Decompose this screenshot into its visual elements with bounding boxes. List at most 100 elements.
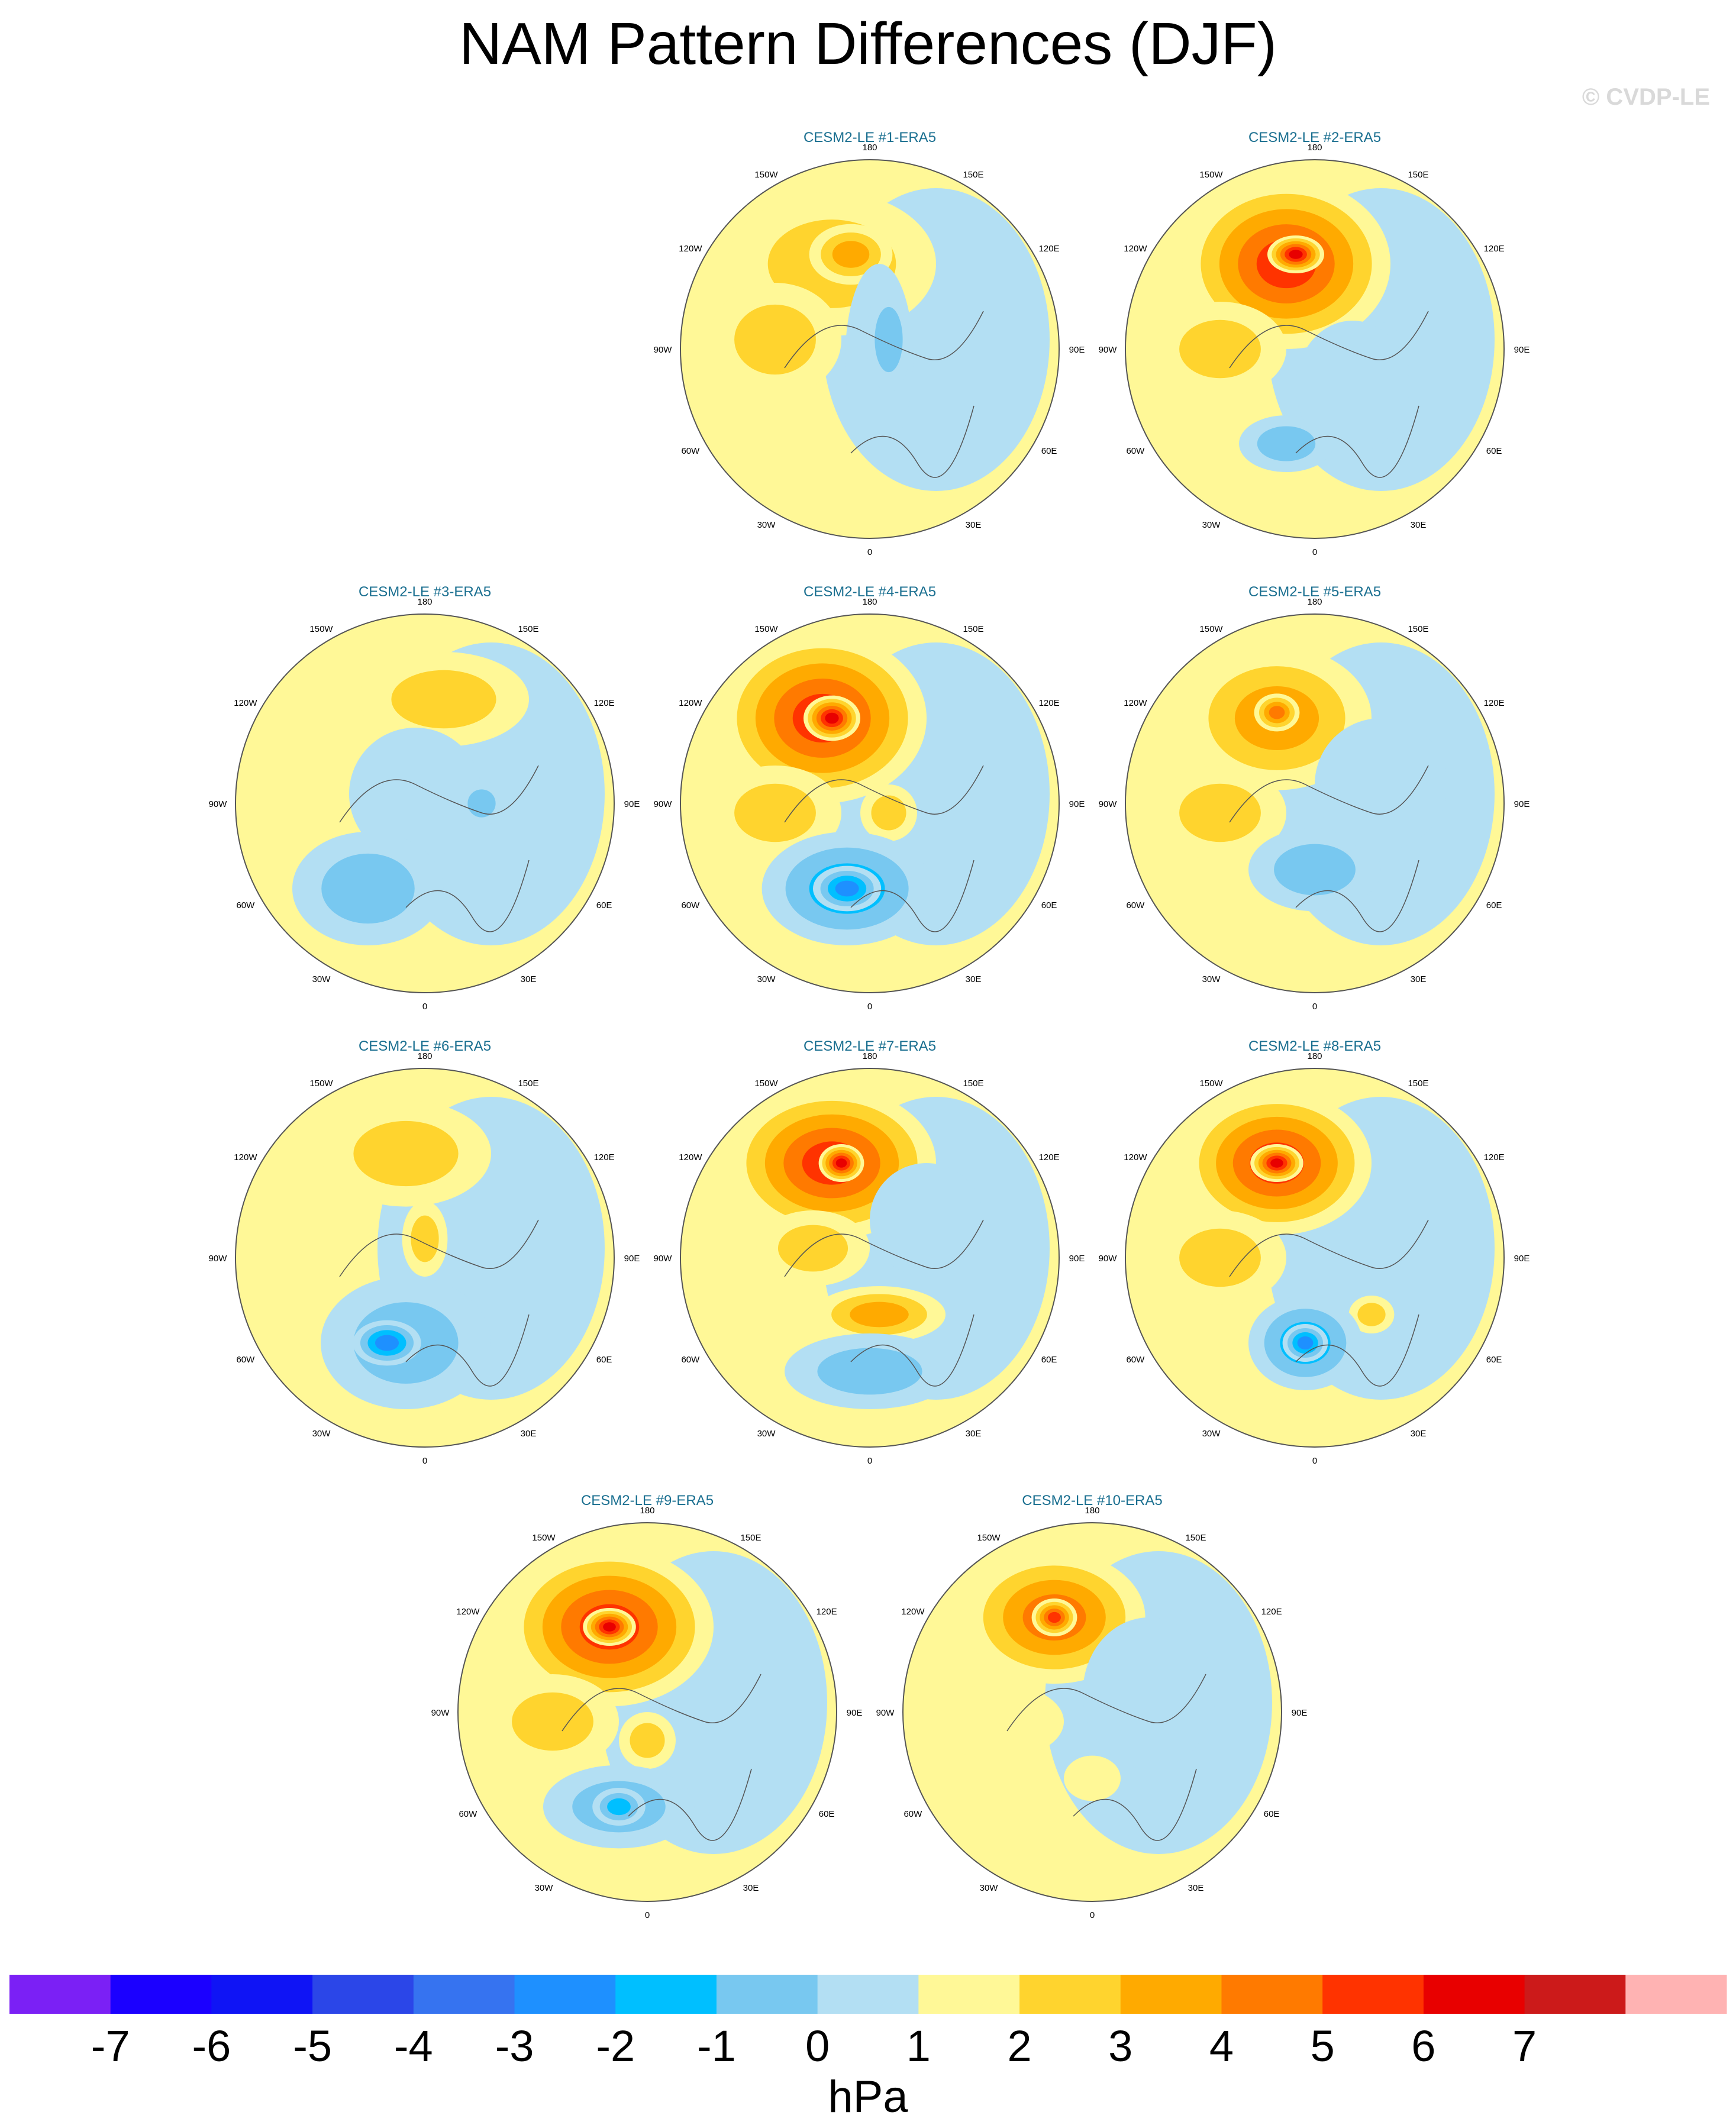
longitude-label: 120W [234,698,257,708]
longitude-label: 0 [1312,1002,1317,1012]
longitude-label: 0 [867,1456,872,1466]
longitude-label: 30W [1202,974,1221,984]
longitude-label: 150W [532,1533,556,1543]
negative-anomaly-contour [349,728,482,860]
positive-anomaly-contour [931,1684,1064,1759]
longitude-label: 0 [1090,1910,1095,1920]
longitude-label: 30E [743,1883,759,1893]
longitude-label: 180 [1085,1506,1099,1516]
longitude-label: 30E [966,974,982,984]
longitude-label: 60E [1041,1355,1057,1365]
coastline [405,860,530,932]
longitude-label: 150W [754,170,778,180]
longitude-label: 30E [521,1429,537,1439]
longitude-label: 30E [1411,520,1427,530]
coastline [850,405,975,478]
negative-anomaly-contour [1257,426,1316,461]
coastline [339,765,539,823]
longitude-label: 150W [754,1078,778,1089]
longitude-label: 120E [1039,1152,1060,1162]
panel-title: CESM2-LE #2-ERA5 [1248,130,1381,146]
longitude-label: 150W [309,1078,333,1089]
coastline [850,860,975,932]
longitude-label: 30E [1411,974,1427,984]
map-boundary [1125,159,1505,539]
longitude-label: 30E [521,974,537,984]
positive-anomaly-contour [734,304,816,375]
longitude-label: 150E [963,1078,983,1089]
negative-anomaly-contour [1296,321,1409,453]
longitude-label: 150W [1199,170,1223,180]
longitude-label: 0 [422,1002,427,1012]
negative-anomaly-contour [321,853,415,924]
positive-anomaly-contour [411,1215,439,1262]
coastline [1229,1219,1429,1277]
longitude-label: 0 [1312,547,1317,557]
longitude-label: 90W [1099,1254,1118,1264]
map-boundary [680,613,1060,993]
longitude-label: 180 [1307,143,1322,153]
longitude-label: 180 [417,1051,432,1061]
longitude-label: 90E [1069,345,1085,355]
longitude-label: 60E [1041,900,1057,910]
longitude-label: 30W [757,520,776,530]
longitude-label: 120E [1484,244,1505,254]
longitude-label: 90E [1514,345,1530,355]
longitude-label: 180 [862,597,877,607]
longitude-label: 120W [1124,244,1147,254]
positive-anomaly-contour [1269,706,1285,719]
positive-anomaly-contour [353,1120,459,1187]
longitude-label: 60W [1126,446,1145,456]
positive-anomaly-contour [871,795,906,831]
longitude-label: 0 [422,1456,427,1466]
longitude-label: 180 [862,143,877,153]
longitude-label: 150E [1408,1078,1428,1089]
longitude-label: 30W [980,1883,999,1893]
negative-anomaly-contour [607,1798,631,1816]
longitude-label: 0 [867,547,872,557]
panel-title: CESM2-LE #9-ERA5 [581,1493,714,1509]
longitude-label: 90W [431,1708,450,1718]
coastline [339,1219,539,1277]
map-boundary [680,1068,1060,1448]
longitude-label: 150E [740,1533,761,1543]
longitude-label: 60E [1041,446,1057,456]
longitude-label: 120E [1039,244,1060,254]
coastline [1295,1314,1419,1387]
longitude-label: 60E [1486,900,1502,910]
negative-anomaly-contour [1274,844,1356,896]
longitude-label: 150W [1199,1078,1223,1089]
longitude-label: 90E [1292,1708,1308,1718]
longitude-label: 120E [1484,1152,1505,1162]
longitude-label: 120W [456,1607,480,1617]
positive-anomaly-contour [512,1692,593,1751]
longitude-label: 150W [309,624,333,634]
longitude-label: 30W [757,1429,776,1439]
negative-anomaly-contour [1297,1336,1314,1350]
longitude-label: 60W [681,1355,700,1365]
positive-anomaly-contour [1179,319,1261,379]
positive-anomaly-contour [734,783,816,842]
longitude-label: 90W [654,1254,673,1264]
longitude-label: 120E [594,1152,615,1162]
coastline [1006,1674,1206,1732]
longitude-label: 120W [234,1152,257,1162]
coastline [1295,405,1419,478]
longitude-label: 120W [679,698,702,708]
longitude-label: 120W [1124,1152,1147,1162]
longitude-label: 0 [1312,1456,1317,1466]
longitude-label: 30W [1202,1429,1221,1439]
coastline [784,311,984,369]
longitude-label: 90W [209,1254,228,1264]
longitude-label: 120E [1261,1607,1282,1617]
longitude-label: 30W [535,1883,554,1893]
longitude-label: 60E [596,1355,612,1365]
longitude-label: 90E [847,1708,863,1718]
